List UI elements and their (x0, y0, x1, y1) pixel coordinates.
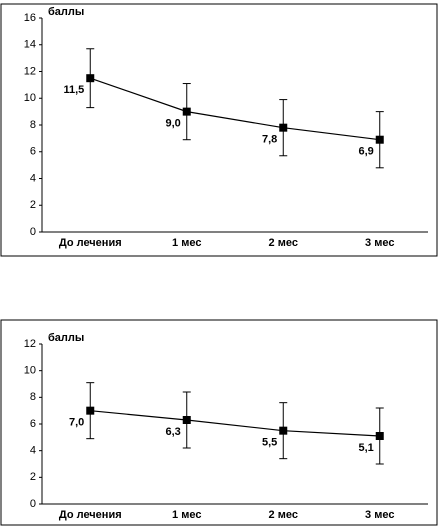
data-label: 5,5 (262, 437, 277, 449)
data-line (90, 77, 380, 141)
y-tick-label: 12 (24, 338, 36, 350)
y-tick-label: 12 (24, 65, 36, 77)
y-tick-label: 8 (30, 119, 36, 131)
y-tick-label: 4 (30, 445, 36, 457)
data-label: 11,5 (63, 84, 84, 96)
data-label: 7,0 (69, 417, 84, 429)
y-tick-label: 6 (30, 418, 36, 430)
chart-frame (0, 319, 438, 526)
y-axis-label: баллы (48, 6, 84, 18)
x-tick-label: 3 мес (365, 509, 394, 521)
data-point (279, 426, 288, 435)
y-tick-label: 2 (30, 471, 36, 483)
chart-frame (0, 3, 438, 257)
y-tick-label: 6 (30, 146, 36, 158)
y-tick-label: 0 (30, 226, 36, 238)
x-tick-label: До лечения (59, 237, 122, 249)
y-tick-label: 4 (30, 172, 36, 184)
y-tick-label: 8 (30, 391, 36, 403)
x-tick-label: 1 мес (172, 509, 201, 521)
y-tick-label: 16 (24, 12, 36, 24)
y-tick-label: 0 (30, 498, 36, 510)
y-tick-label: 10 (24, 92, 36, 104)
y-tick-label: 10 (24, 365, 36, 377)
data-point (279, 123, 288, 132)
data-label: 5,1 (358, 442, 373, 454)
data-point (182, 416, 191, 424)
data-label: 6,3 (165, 426, 180, 438)
x-tick-label: 3 мес (365, 237, 394, 249)
data-point (375, 135, 384, 144)
x-tick-label: 2 мес (269, 237, 298, 249)
x-tick-label: До лечения (59, 509, 122, 521)
y-axis-label: баллы (48, 332, 84, 344)
data-point (182, 107, 191, 116)
y-tick-label: 14 (24, 39, 36, 51)
data-label: 9,0 (165, 118, 180, 130)
data-line (90, 410, 380, 437)
data-point (375, 432, 384, 440)
data-label: 6,9 (358, 146, 373, 158)
x-tick-label: 2 мес (269, 509, 298, 521)
data-point (86, 406, 95, 415)
x-tick-label: 1 мес (172, 237, 201, 249)
y-tick-label: 2 (30, 199, 36, 211)
data-label: 7,8 (262, 134, 277, 146)
data-point (86, 74, 95, 83)
